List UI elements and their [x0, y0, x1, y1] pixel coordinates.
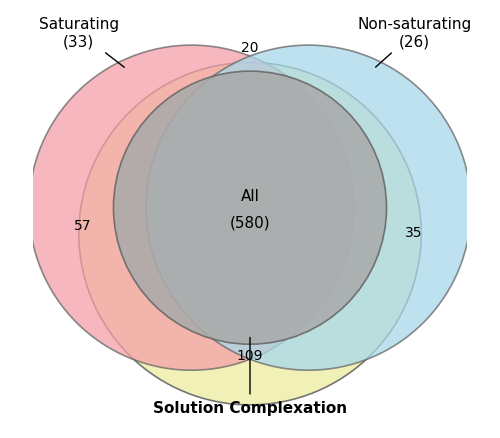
Text: All: All: [240, 189, 260, 204]
Circle shape: [29, 46, 354, 371]
Circle shape: [114, 72, 386, 344]
Text: Non-saturating
(26): Non-saturating (26): [358, 17, 472, 68]
Text: Solution Complexation: Solution Complexation: [153, 338, 347, 415]
Text: 20: 20: [241, 41, 259, 55]
Text: 109: 109: [237, 348, 263, 362]
Text: Saturating
(33): Saturating (33): [38, 17, 124, 68]
Text: 57: 57: [74, 219, 92, 233]
Circle shape: [146, 46, 471, 371]
Text: 35: 35: [405, 225, 422, 239]
Circle shape: [79, 64, 421, 405]
Text: (580): (580): [230, 215, 270, 230]
